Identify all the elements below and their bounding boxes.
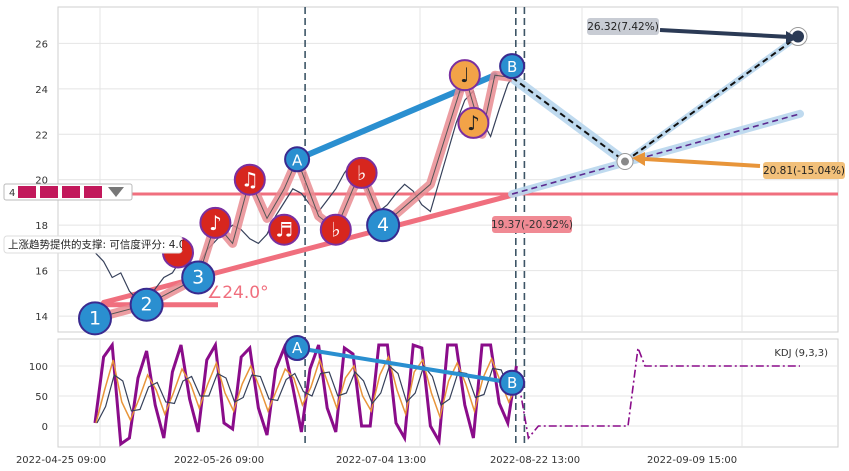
- wave-label-text: 2: [141, 294, 153, 316]
- note-symbol: ♭: [357, 161, 366, 185]
- kdj-y-tick: 0: [42, 422, 48, 433]
- note-symbol: ♪: [209, 211, 222, 235]
- note-symbol: ♫: [241, 168, 259, 192]
- wave-label-circle: [284, 146, 311, 173]
- wave-label-circle: [78, 301, 112, 336]
- projection-band: [508, 109, 804, 199]
- target-high-arrow: [659, 28, 791, 39]
- note-marker: [457, 106, 490, 139]
- wave-label-circle: [181, 260, 216, 295]
- kdj-wave-circle: [499, 369, 526, 396]
- legend-badge-icon: [62, 186, 80, 198]
- kdj-y-tick: 50: [35, 392, 48, 403]
- level-label: 19.37(-20.92%): [491, 219, 573, 231]
- wave-label-circle: [129, 287, 164, 322]
- x-tick: 2022-07-04 13:00: [336, 455, 426, 466]
- target-low-arrowhead: [632, 152, 645, 166]
- x-tick: 2022-09-09 15:00: [647, 455, 737, 466]
- price-line: [94, 77, 513, 304]
- target-high-label-bg: [587, 18, 659, 35]
- wave-label-circle: [366, 208, 401, 243]
- legend-collapse-icon: [108, 187, 124, 197]
- note-symbol: ♩: [460, 63, 469, 87]
- price-y-tick: 20: [35, 176, 48, 187]
- note-marker: [448, 59, 481, 92]
- target-low-arrow: [644, 157, 761, 168]
- projection-dashed: [511, 76, 626, 163]
- projection-lines: [507, 27, 808, 199]
- x-tick: 2022-05-26 09:00: [174, 455, 264, 466]
- price-y-tick: 26: [35, 39, 48, 50]
- kdj-wave-circle: [284, 335, 311, 361]
- wave-labels: 1 2 3 A 4 B: [78, 53, 526, 336]
- wave-label-text: 4: [377, 214, 389, 236]
- note-marker: [345, 156, 378, 189]
- wave-label-text: 3: [192, 266, 204, 288]
- note-symbol: ♪: [467, 111, 480, 135]
- kdj-y-tick: 100: [29, 362, 48, 373]
- projection-dashed: [624, 35, 799, 163]
- price-y-tick: 24: [35, 85, 48, 96]
- kdj-series: AB: [93, 335, 800, 447]
- price-y-tick: 14: [35, 312, 48, 323]
- kdj-d-line: [96, 364, 519, 424]
- rising-support-line: [101, 191, 519, 305]
- note-marker: [233, 163, 266, 196]
- note-symbol: ♬: [275, 218, 293, 242]
- legend-badge-icon: [40, 186, 58, 198]
- x-tick: 2022-04-25 09:00: [16, 455, 106, 466]
- price-series: [94, 77, 513, 304]
- target-high-label: 26.32(7.42%): [587, 21, 659, 33]
- target-high-arrowhead: [786, 31, 798, 44]
- wave-label-text: A: [292, 151, 303, 169]
- kdj-k-line: [95, 354, 519, 424]
- kdj-forecast-line: [515, 347, 800, 440]
- legend-badge-icon: [84, 186, 102, 198]
- note-marker: [268, 213, 301, 246]
- angle-text: ∠24.0°: [207, 283, 269, 303]
- target-low-label: 20.81(-15.04%): [763, 165, 845, 177]
- projection-midpoint-dot: [621, 157, 629, 166]
- note-marker: [199, 206, 232, 239]
- legend-count: 4: [9, 188, 15, 199]
- x-tick: 2022-08-22 13:00: [490, 455, 580, 466]
- wave-label-text: B: [507, 58, 517, 76]
- price-y-tick: 18: [35, 221, 48, 232]
- target-low-label-bg: [763, 162, 845, 179]
- kdj-title: KDJ (9,3,3): [774, 348, 828, 359]
- projection-target-dot: [792, 30, 804, 43]
- wave-label-circle: [499, 53, 526, 80]
- legend-badge-icon: [18, 186, 36, 198]
- kdj-wave-segment: [296, 346, 513, 385]
- wave-label-text: 1: [89, 307, 101, 329]
- kdj-j-line: [93, 340, 518, 447]
- price-y-tick: 16: [35, 267, 48, 278]
- trend-support-text: 上涨趋势提供的支撑: 可信度评分: 4.0: [8, 238, 185, 251]
- trend-pointer: [182, 240, 190, 250]
- level-label-bg: [492, 216, 572, 233]
- kdj-wave-text: B: [507, 374, 517, 392]
- annotations: 26.32(7.42%) 20.81(-15.04%) 19.37(-20.92%)…: [3, 18, 845, 303]
- note-symbol: ♭: [331, 218, 340, 242]
- kdj-wave-text: A: [292, 339, 303, 357]
- price-y-tick: 22: [35, 130, 48, 141]
- note-marker: [319, 213, 352, 246]
